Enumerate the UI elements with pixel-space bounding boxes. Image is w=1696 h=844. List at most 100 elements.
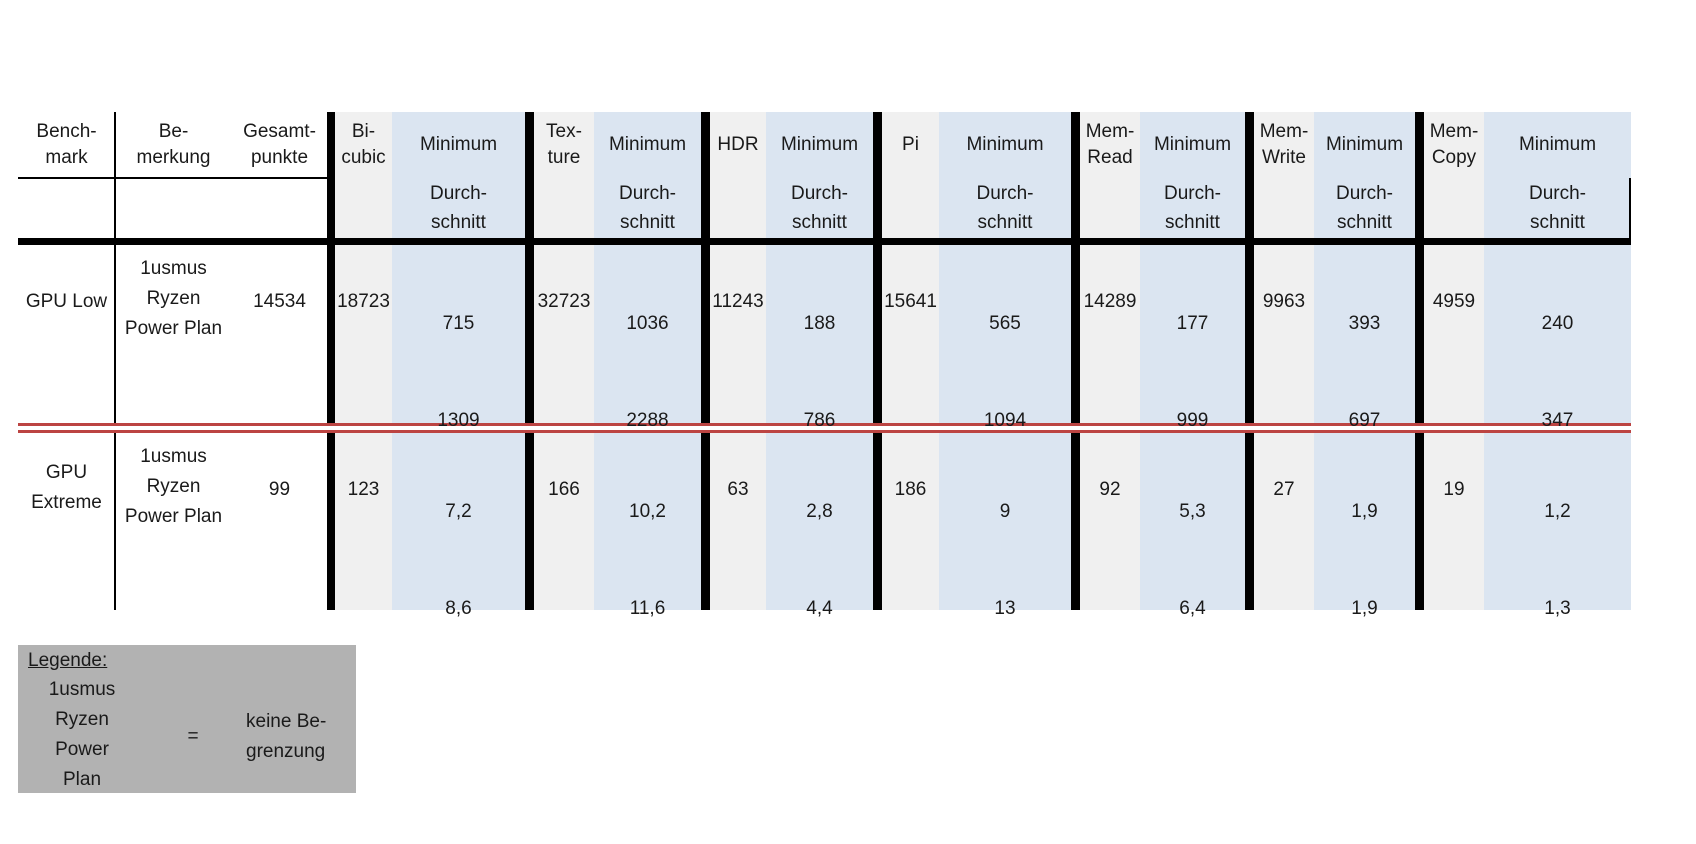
durchschnitt-value: 2288	[626, 410, 669, 431]
column-header-gesamtpunkte: Gesamt- punkte	[243, 121, 316, 168]
column-header-minimum: Minimum	[1153, 134, 1232, 155]
score-column-stripe	[335, 112, 392, 610]
gesamtpunkte-value: 14534	[253, 291, 306, 312]
durchschnitt-value: 347	[1541, 410, 1574, 431]
header-body-divider	[18, 238, 1631, 245]
benchmark-name: GPU Extreme	[31, 462, 102, 513]
score-value: 11243	[712, 291, 764, 312]
group-header-hdr: HDR	[717, 134, 759, 155]
group-header-bicubic: Bi- cubic	[341, 121, 386, 168]
table-right-border	[1629, 178, 1631, 238]
column-header-durchschnitt: Durch- schnitt	[429, 183, 487, 233]
column-header-minimum: Minimum	[780, 134, 859, 155]
minimum-value: 5,3	[1179, 501, 1206, 522]
score-column-stripe	[710, 112, 766, 610]
minmax-cell: 188 786	[766, 245, 873, 431]
minmax-cell: 393 697	[1314, 245, 1415, 431]
durchschnitt-value: 1,3	[1544, 598, 1571, 619]
bemerkung-value: 1usmus Ryzen Power Plan	[124, 258, 223, 339]
durchschnitt-value: 11,6	[629, 598, 666, 619]
minmax-cell: 5,3 6,4	[1140, 433, 1245, 619]
column-header-benchmark: Bench- mark	[36, 121, 97, 168]
score-value: 27	[1273, 479, 1295, 500]
column-header-durchschnitt: Durch- schnitt	[1335, 183, 1393, 233]
durchschnitt-value: 8,6	[445, 598, 472, 619]
minmax-cell: 9 13	[939, 433, 1071, 619]
group-divider-bar	[701, 112, 710, 610]
durchschnitt-value: 999	[1176, 410, 1209, 431]
legend-title: Legende:	[28, 650, 108, 671]
score-value: 14289	[1083, 291, 1137, 312]
minmax-column-stripe	[766, 112, 873, 610]
table-grid: Bench- mark Be- merkung Gesamt- punkte B…	[18, 112, 1631, 619]
score-value: 63	[727, 479, 749, 500]
score-value: 9963	[1262, 291, 1306, 312]
minimum-value: 188	[803, 313, 836, 334]
minmax-cell: 715 1309	[392, 245, 525, 431]
score-value: 186	[894, 479, 927, 500]
column-header-minimum: Minimum	[966, 134, 1044, 155]
score-value: 18723	[337, 291, 390, 312]
minimum-value: 240	[1541, 313, 1574, 334]
minmax-cell: 565 1094	[939, 245, 1071, 431]
column-header-minimum: Minimum	[608, 134, 687, 155]
group-divider-bar	[1415, 112, 1424, 610]
score-value: 32723	[537, 291, 591, 312]
column-header-minimum: Minimum	[1325, 134, 1404, 155]
durchschnitt-value: 1,9	[1351, 598, 1378, 619]
minmax-cell: 177 999	[1140, 245, 1245, 431]
group-header-texture: Tex- ture	[546, 121, 582, 168]
minimum-value: 7,2	[445, 501, 472, 522]
minimum-value: 1036	[626, 313, 669, 334]
score-column-stripe	[534, 112, 594, 610]
column-header-durchschnitt: Durch- schnitt	[790, 183, 848, 233]
column-header-durchschnitt: Durch- schnitt	[1163, 183, 1221, 233]
durchschnitt-value: 4,4	[806, 598, 833, 619]
bemerkung-value: 1usmus Ryzen Power Plan	[124, 446, 223, 527]
score-value: 19	[1443, 479, 1465, 500]
score-column-stripe	[882, 112, 939, 610]
minmax-column-stripe	[1484, 112, 1631, 610]
minmax-column-stripe	[392, 112, 525, 610]
group-header-memwrite: Mem- Write	[1259, 121, 1309, 168]
column-header-minimum: Minimum	[1518, 134, 1597, 155]
minmax-column-stripe	[594, 112, 701, 610]
benchmark-table: Bench- mark Be- merkung Gesamt- punkte B…	[18, 112, 1631, 619]
score-column-stripe	[1254, 112, 1314, 610]
group-divider-bar	[1245, 112, 1254, 610]
score-value: 92	[1099, 479, 1121, 500]
legend-term: 1usmus Ryzen Power Plan	[48, 679, 116, 790]
legend-definition: keine Be- grenzung	[246, 711, 327, 762]
score-column-stripe	[1424, 112, 1484, 610]
minimum-value: 715	[442, 313, 475, 334]
minmax-cell: 1,9 1,9	[1314, 433, 1415, 619]
score-value: 15641	[884, 291, 937, 312]
legend-equals-sign: =	[187, 726, 199, 747]
score-value: 166	[548, 479, 580, 500]
group-divider-bar	[873, 112, 882, 610]
score-value: 4959	[1432, 291, 1476, 312]
column-header-minimum: Minimum	[419, 134, 498, 155]
column-header-durchschnitt: Durch- schnitt	[976, 183, 1034, 233]
minmax-cell: 7,2 8,6	[392, 433, 525, 619]
durchschnitt-value: 786	[803, 410, 836, 431]
durchschnitt-value: 6,4	[1179, 598, 1206, 619]
group-divider-bar	[525, 112, 534, 610]
group-header-memcopy: Mem- Copy	[1429, 121, 1479, 168]
minmax-cell: 10,2 11,6	[594, 433, 701, 619]
score-column-stripe	[1080, 112, 1140, 610]
gesamtpunkte-value: 99	[268, 479, 291, 500]
column-header-bemerkung: Be- merkung	[136, 121, 211, 168]
minimum-value: 177	[1176, 313, 1209, 334]
minmax-column-stripe	[939, 112, 1071, 610]
header-underline	[18, 177, 327, 179]
minimum-value: 10,2	[629, 501, 666, 522]
minmax-cell: 1036 2288	[594, 245, 701, 431]
legend-box: Legende: 1usmus Ryzen Power Plan = keine…	[18, 645, 356, 793]
minmax-column-stripe	[1140, 112, 1245, 610]
row-separator-red-double-line	[18, 423, 1631, 433]
minmax-cell: 240 347	[1484, 245, 1631, 431]
minimum-value: 1,9	[1351, 501, 1378, 522]
minimum-value: 1,2	[1544, 501, 1571, 522]
column-header-durchschnitt: Durch- schnitt	[1528, 183, 1586, 233]
